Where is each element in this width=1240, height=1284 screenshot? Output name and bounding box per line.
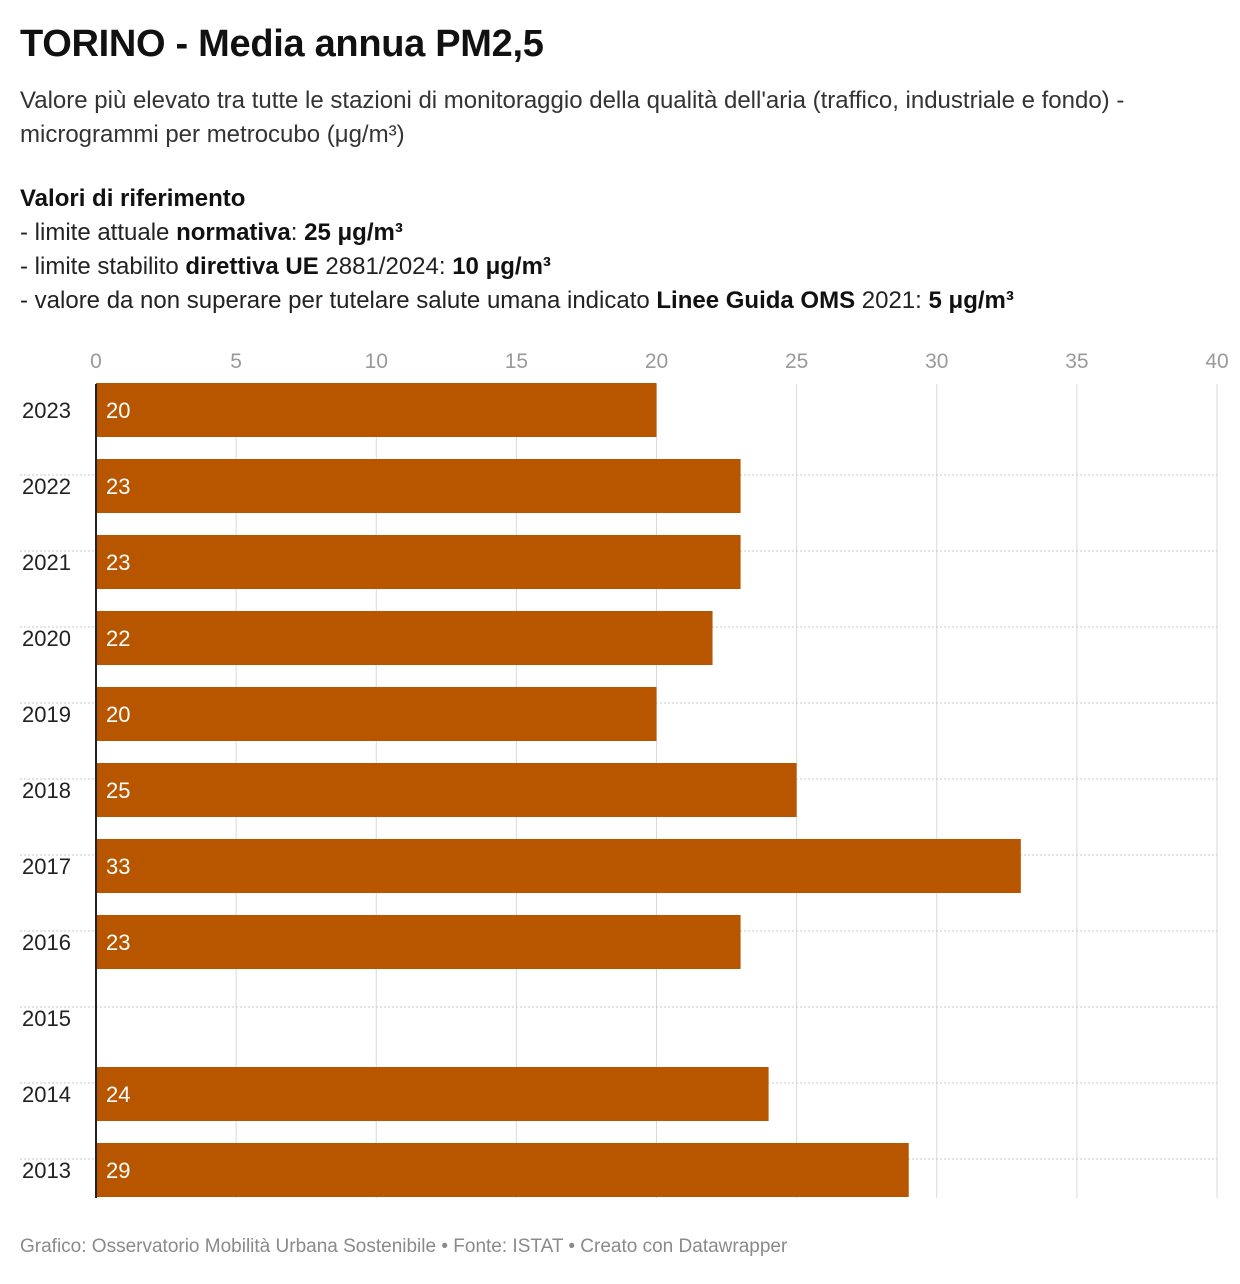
category-label: 2016 (22, 930, 71, 955)
x-tick-label: 10 (365, 350, 388, 373)
category-label: 2015 (22, 1006, 71, 1031)
reference-line-value: 5 μg/m³ (928, 287, 1014, 314)
bar (96, 383, 657, 437)
reference-line-prefix: - limite stabilito (20, 253, 186, 280)
bar (96, 1143, 909, 1197)
x-tick-label: 5 (230, 350, 242, 373)
bar-value-label: 20 (106, 702, 130, 727)
category-label: 2017 (22, 854, 71, 879)
bar-value-label: 25 (106, 778, 130, 803)
bar (96, 915, 741, 969)
reference-line-direttiva: - limite stabilito direttiva UE 2881/202… (20, 250, 1220, 284)
reference-title: Valori di riferimento (20, 185, 246, 212)
bar-value-label: 24 (106, 1082, 130, 1107)
reference-line-oms: - valore da non superare per tutelare sa… (20, 284, 1220, 318)
category-label: 2018 (22, 778, 71, 803)
reference-line-mid: 2881/2024: (318, 253, 453, 280)
reference-line-mid: 2021: (855, 287, 929, 314)
bar-value-label: 29 (106, 1158, 130, 1183)
x-tick-label: 35 (1065, 350, 1088, 373)
bar-value-label: 23 (106, 930, 130, 955)
category-label: 2013 (22, 1158, 71, 1183)
bar (96, 611, 713, 665)
x-tick-label: 15 (505, 350, 528, 373)
bar-value-label: 22 (106, 626, 130, 651)
reference-line-strong: Linee Guida OMS (656, 287, 856, 314)
category-label: 2023 (22, 398, 71, 423)
bar-value-label: 23 (106, 474, 130, 499)
bar (96, 763, 797, 817)
x-tick-label: 25 (785, 350, 808, 373)
bar-value-label: 20 (106, 398, 130, 423)
bar-value-label: 33 (106, 854, 130, 879)
reference-line-strong: direttiva UE (185, 253, 319, 280)
bar (96, 687, 657, 741)
bar (96, 839, 1021, 893)
bar (96, 1067, 769, 1121)
x-tick-label: 0 (90, 350, 102, 373)
chart-footer: Grafico: Osservatorio Mobilità Urbana So… (20, 1236, 788, 1257)
x-tick-label: 30 (925, 350, 948, 373)
chart-title: TORINO - Media annua PM2,5 (20, 23, 544, 65)
category-label: 2020 (22, 626, 71, 651)
category-label: 2014 (22, 1082, 71, 1107)
chart-subtitle: Valore più elevato tra tutte le stazioni… (20, 87, 1125, 148)
reference-line-prefix: - valore da non superare per tutelare sa… (20, 287, 657, 314)
reference-line-value: 25 μg/m³ (304, 219, 403, 246)
category-label: 2022 (22, 474, 71, 499)
bar (96, 535, 741, 589)
bar (96, 459, 741, 513)
bar-value-label: 23 (106, 550, 130, 575)
category-label: 2019 (22, 702, 71, 727)
x-tick-label: 20 (645, 350, 668, 373)
reference-line-mid: : (290, 219, 305, 246)
reference-line-normativa: - limite attuale normativa: 25 μg/m³ (20, 216, 1220, 250)
reference-line-prefix: - limite attuale (20, 219, 177, 246)
x-tick-label: 40 (1205, 350, 1228, 373)
reference-line-strong: normativa (176, 219, 291, 246)
chart-header: TORINO - Media annua PM2,5 Valore più el… (20, 18, 1220, 318)
reference-values: Valori di riferimento - limite attuale n… (20, 182, 1220, 318)
category-label: 2021 (22, 550, 71, 575)
reference-line-value: 10 μg/m³ (452, 253, 551, 280)
